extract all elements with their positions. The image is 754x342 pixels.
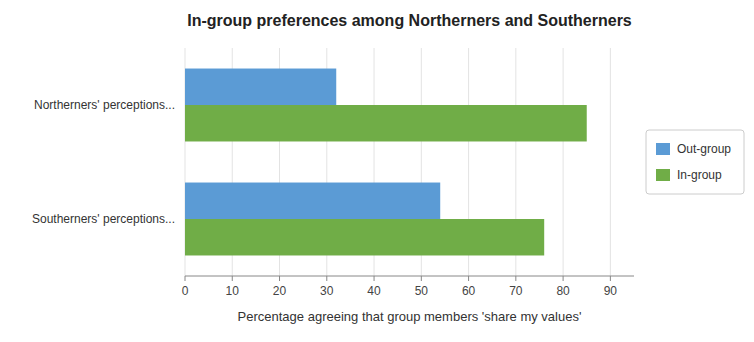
tick-label: 60: [462, 284, 476, 298]
tick-mark: [279, 276, 280, 281]
x-axis: 0 10 20 30 40 50 60 70 80 90: [182, 276, 634, 298]
bars: [185, 69, 587, 256]
tick-label: 20: [273, 284, 287, 298]
axis-line: [185, 276, 634, 277]
tick-label: 0: [182, 284, 189, 298]
title: In-group preferences among Northerners a…: [187, 12, 632, 29]
category-label: Northerners' perceptions...: [34, 98, 175, 112]
tick-mark: [421, 276, 422, 281]
bar: [185, 183, 440, 219]
tick-label: 30: [320, 284, 334, 298]
tick-mark: [515, 276, 516, 281]
grid-line: [563, 48, 564, 276]
tick-label: 80: [556, 284, 570, 298]
tick-mark: [326, 276, 327, 281]
chart: In-group preferences among Northerners a…: [0, 0, 754, 342]
tick-mark: [563, 276, 564, 281]
tick-mark: [468, 276, 469, 281]
legend-box: [646, 130, 744, 194]
tick-label: 90: [604, 284, 618, 298]
legend-swatch: [656, 169, 670, 181]
tick-label: 70: [509, 284, 523, 298]
tick-mark: [374, 276, 375, 281]
legend-label: Out-group: [677, 142, 731, 156]
tick-mark: [232, 276, 233, 281]
tick-label: 40: [367, 284, 381, 298]
bar: [185, 69, 336, 105]
legend-swatch: [656, 143, 670, 155]
page: {"chart_data": {"type": "bar", "orientat…: [0, 0, 754, 342]
bar: [185, 219, 544, 255]
y-axis: Northerners' perceptions... Southerners' …: [32, 98, 175, 226]
tick-mark: [610, 276, 611, 281]
grid: [185, 48, 610, 276]
tick-mark: [185, 276, 186, 281]
bar: [185, 105, 587, 141]
tick-label: 10: [226, 284, 240, 298]
tick-label: 50: [415, 284, 429, 298]
legend: Out-group In-group: [646, 130, 744, 194]
grid-line: [610, 48, 611, 276]
legend-label: In-group: [677, 168, 722, 182]
category-label: Southerners' perceptions...: [32, 212, 175, 226]
x-axis-label: Percentage agreeing that group members '…: [238, 309, 582, 324]
